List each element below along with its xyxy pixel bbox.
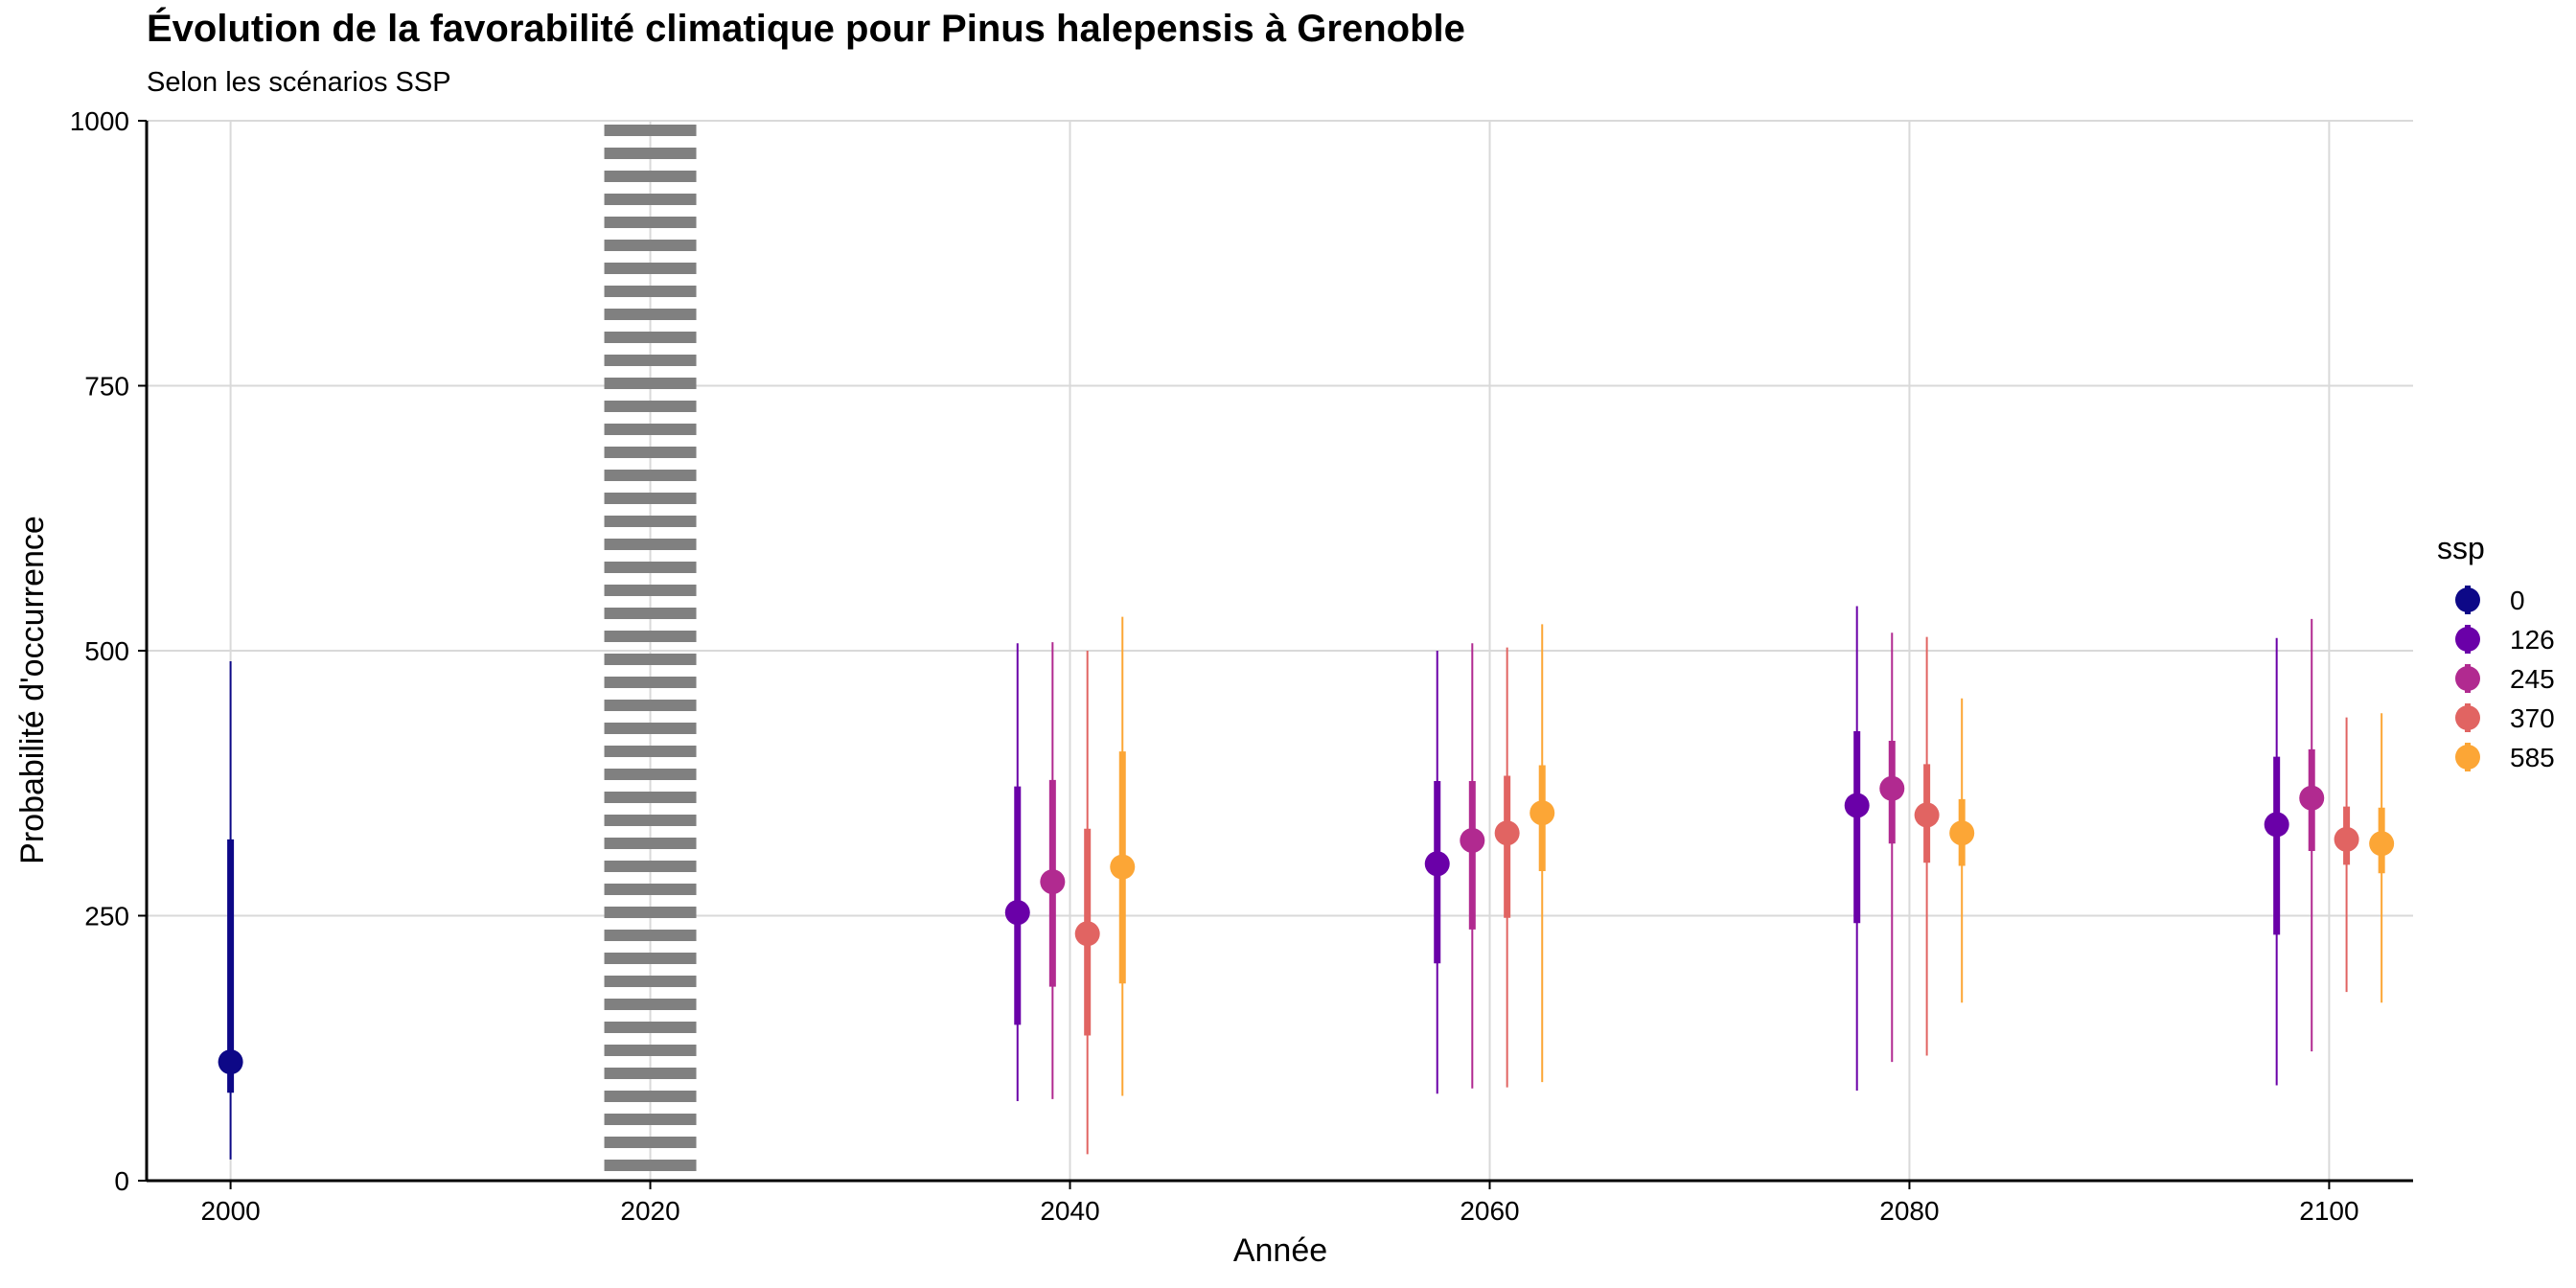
- x-tick-label: 2080: [1879, 1196, 1939, 1226]
- series-370: [1074, 636, 2359, 1155]
- legend-label: 245: [2510, 664, 2555, 694]
- median-point: [1949, 820, 1975, 846]
- y-tick-label: 0: [114, 1166, 129, 1196]
- legend-key-point: [2455, 627, 2480, 652]
- median-point: [1460, 827, 1485, 853]
- y-tick-label: 1000: [70, 106, 129, 136]
- legend-label: 585: [2510, 743, 2555, 772]
- series-0: [218, 661, 243, 1160]
- y-tick-label: 250: [84, 902, 129, 932]
- legend-title: ssp: [2437, 531, 2485, 565]
- median-point: [2334, 826, 2359, 852]
- legend-label: 0: [2510, 586, 2525, 615]
- median-point: [1110, 854, 1136, 880]
- legend-key-245: [2455, 664, 2480, 693]
- y-tick-label: 500: [84, 636, 129, 666]
- median-point: [218, 1049, 243, 1075]
- median-point: [1424, 851, 1450, 877]
- legend-label: 370: [2510, 703, 2555, 733]
- y-tick-label: 750: [84, 372, 129, 402]
- legend-key-585: [2455, 743, 2480, 771]
- median-point: [2369, 831, 2395, 857]
- x-axis-title: Année: [1233, 1232, 1327, 1269]
- legend-key-370: [2455, 703, 2480, 732]
- median-point: [1074, 921, 1100, 947]
- series-126: [1004, 606, 2289, 1102]
- chart-subtitle: Selon les scénarios SSP: [147, 67, 451, 98]
- median-point: [1879, 775, 1905, 801]
- gridlines: [147, 120, 2413, 1182]
- median-point: [1530, 800, 1555, 826]
- x-tick-label: 2020: [620, 1196, 679, 1226]
- median-point: [1494, 820, 1520, 846]
- median-point: [2299, 785, 2325, 811]
- legend-key-point: [2455, 745, 2480, 770]
- legend-key-126: [2455, 625, 2480, 654]
- x-tick-label: 2040: [1040, 1196, 1099, 1226]
- x-tick-label: 2000: [200, 1196, 260, 1226]
- legend-key-point: [2455, 666, 2480, 691]
- median-point: [1040, 869, 1066, 895]
- median-point: [2264, 812, 2289, 838]
- legend: ssp 0 126 245 370 585: [2437, 531, 2555, 772]
- legend-key-point: [2455, 587, 2480, 612]
- chart-title: Évolution de la favorabilité climatique …: [147, 8, 1465, 50]
- series-245: [1040, 618, 2325, 1099]
- median-point: [1914, 802, 1940, 828]
- x-tick-label: 2060: [1460, 1196, 1519, 1226]
- legend-key-0: [2455, 586, 2480, 614]
- y-axis-title: Probabilité d'occurrence: [14, 516, 51, 864]
- legend-label: 126: [2510, 625, 2555, 655]
- legend-key-point: [2455, 705, 2480, 730]
- median-point: [1844, 793, 1870, 818]
- median-point: [1004, 900, 1030, 926]
- series-585: [1110, 616, 2395, 1096]
- x-tick-label: 2100: [2299, 1196, 2358, 1226]
- axes: 2000 2020 2040 2060 2080 2100 0 250 500 750 1000: [70, 106, 2413, 1226]
- data-marks: [218, 606, 2395, 1160]
